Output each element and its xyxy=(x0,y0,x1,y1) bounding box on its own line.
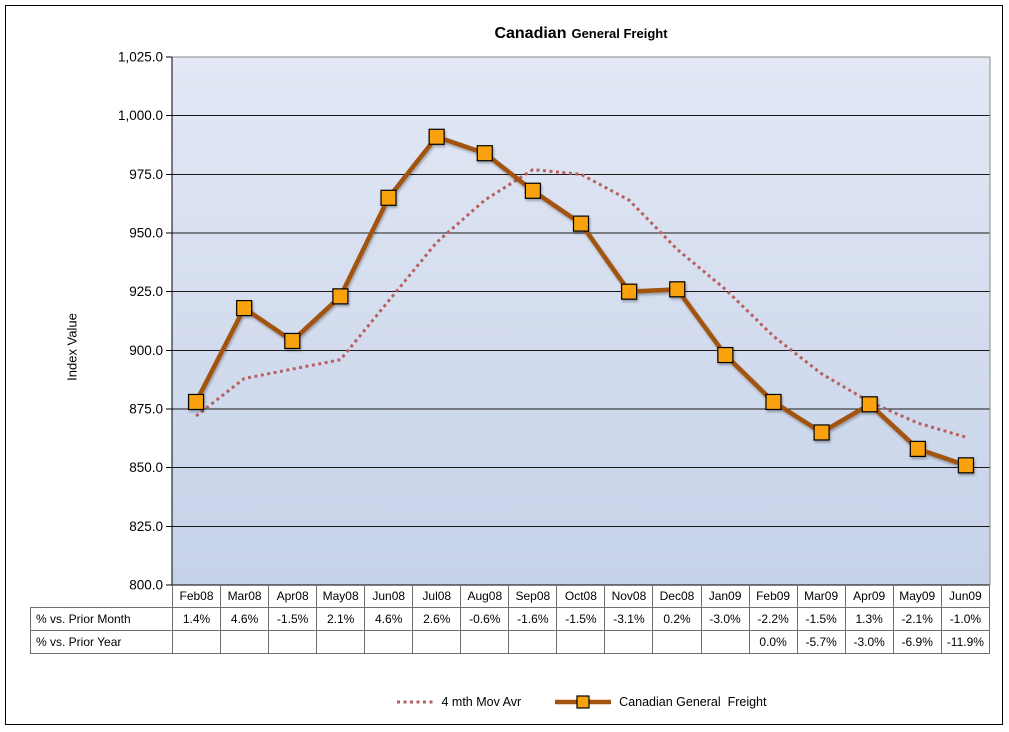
y-tick-label: 950.0 xyxy=(129,226,163,241)
month-header-cell: Feb08 xyxy=(171,585,222,608)
legend-item-freight-series: Canadian General Freight xyxy=(555,694,766,710)
value-cell: -2.2% xyxy=(748,607,798,631)
value-cell: 4.6% xyxy=(364,607,414,631)
y-tick-label: 800.0 xyxy=(129,578,163,593)
month-header-cell: Nov08 xyxy=(604,585,654,608)
line-marker-swatch xyxy=(555,695,612,709)
value-cell xyxy=(652,630,702,654)
value-cell xyxy=(700,630,750,654)
value-cell: -3.0% xyxy=(700,607,750,631)
value-cell: -1.0% xyxy=(940,607,991,631)
data-point-marker xyxy=(332,288,349,305)
value-cell xyxy=(171,630,222,654)
data-point-marker xyxy=(765,393,782,411)
chart-title-sub: General Freight xyxy=(571,26,668,41)
value-cell: 2.1% xyxy=(316,607,366,631)
legend: 4 mth Mov Avr Canadian General Freight xyxy=(172,694,990,710)
value-cell xyxy=(508,630,558,654)
y-tick-label: 900.0 xyxy=(129,343,163,358)
value-cell: -1.5% xyxy=(796,607,846,631)
value-cell: -1.6% xyxy=(508,607,558,631)
month-header-cell: Aug08 xyxy=(460,585,510,608)
legend-label-moving-average: 4 mth Mov Avr xyxy=(441,695,522,709)
freight-series xyxy=(187,128,975,474)
dotted-line-swatch xyxy=(396,700,433,704)
y-tick-label: 875.0 xyxy=(129,402,163,417)
data-point-marker xyxy=(476,145,493,162)
month-header-cell: Mar08 xyxy=(220,585,270,608)
value-cell: -1.5% xyxy=(268,607,318,631)
month-header-cell: Apr08 xyxy=(268,585,318,608)
data-point-marker xyxy=(717,346,734,364)
value-cell: -5.7% xyxy=(796,630,846,654)
data-point-marker xyxy=(813,424,830,441)
data-point-marker xyxy=(524,182,541,199)
y-tick-label: 975.0 xyxy=(129,167,163,182)
table-row: % vs. Prior Year 0.0% -5.7% -3.0% -6.9% -11.9… xyxy=(30,630,991,654)
value-cell xyxy=(316,630,366,654)
data-point-marker xyxy=(236,299,253,317)
y-tick-label: 1,000.0 xyxy=(118,108,163,123)
value-cell xyxy=(556,630,606,654)
data-point-marker xyxy=(428,128,445,145)
chart-title-main: Canadian xyxy=(494,25,567,42)
month-header-cell: Mar09 xyxy=(796,585,846,608)
value-cell: 0.2% xyxy=(652,607,702,631)
y-tick-label: 1,025.0 xyxy=(118,50,163,65)
y-tick-label: 850.0 xyxy=(129,460,163,475)
value-cell: 4.6% xyxy=(220,607,270,631)
value-cell: -6.9% xyxy=(892,630,942,654)
month-header-cell: Oct08 xyxy=(556,585,606,608)
table-row: % vs. Prior Month 1.4% 4.6% -1.5% 2.1% 4.6% 2.… xyxy=(30,607,991,631)
data-point-marker xyxy=(284,332,301,350)
data-point-marker xyxy=(669,281,686,298)
month-header-cell: Feb09 xyxy=(748,585,798,608)
legend-label-freight-series: Canadian General Freight xyxy=(619,695,767,709)
month-header-cell: Jan09 xyxy=(700,585,750,608)
value-cell: -11.9% xyxy=(940,630,991,654)
value-cell: -3.1% xyxy=(604,607,654,631)
chart-title: Canadian General Freight xyxy=(172,25,990,43)
value-cell xyxy=(460,630,510,654)
month-header-cell: Apr09 xyxy=(844,585,894,608)
data-table: Feb08 Mar08 Apr08 May08 Jun08 Jul08 Aug08 Sep08… xyxy=(30,585,991,654)
y-tick-label: 825.0 xyxy=(129,519,163,534)
month-header-cell: Jun09 xyxy=(940,585,991,608)
value-cell: -2.1% xyxy=(892,607,942,631)
data-point-marker xyxy=(957,457,975,474)
month-header-cell: Dec08 xyxy=(652,585,702,608)
row-label-cell: % vs. Prior Month xyxy=(30,607,173,631)
value-cell: 2.6% xyxy=(412,607,462,631)
row-label-cell: % vs. Prior Year xyxy=(30,630,173,654)
table-corner-blank xyxy=(31,585,173,608)
data-point-marker xyxy=(621,283,638,300)
moving-average-line xyxy=(195,168,967,439)
month-header-cell: May08 xyxy=(316,585,366,608)
value-cell: -1.5% xyxy=(556,607,606,631)
value-cell xyxy=(604,630,654,654)
month-header-cell: Sep08 xyxy=(508,585,558,608)
month-header-cell: May09 xyxy=(892,585,942,608)
data-point-marker xyxy=(861,396,878,413)
value-cell xyxy=(364,630,414,654)
data-point-marker xyxy=(909,440,926,457)
legend-item-moving-average: 4 mth Mov Avr xyxy=(396,695,522,709)
value-cell: -3.0% xyxy=(844,630,894,654)
value-cell: 1.3% xyxy=(844,607,894,631)
month-header-cell: Jul08 xyxy=(412,585,462,608)
data-point-marker xyxy=(187,393,205,411)
value-cell: 1.4% xyxy=(171,607,222,631)
data-point-marker xyxy=(380,189,397,206)
value-cell xyxy=(412,630,462,654)
month-header-cell: Jun08 xyxy=(364,585,414,608)
value-cell: 0.0% xyxy=(748,630,798,654)
value-cell xyxy=(220,630,270,654)
y-tick-label: 925.0 xyxy=(129,284,163,299)
plot-background xyxy=(172,57,990,585)
value-cell: -0.6% xyxy=(460,607,510,631)
value-cell xyxy=(268,630,318,654)
data-point-marker xyxy=(572,215,590,232)
